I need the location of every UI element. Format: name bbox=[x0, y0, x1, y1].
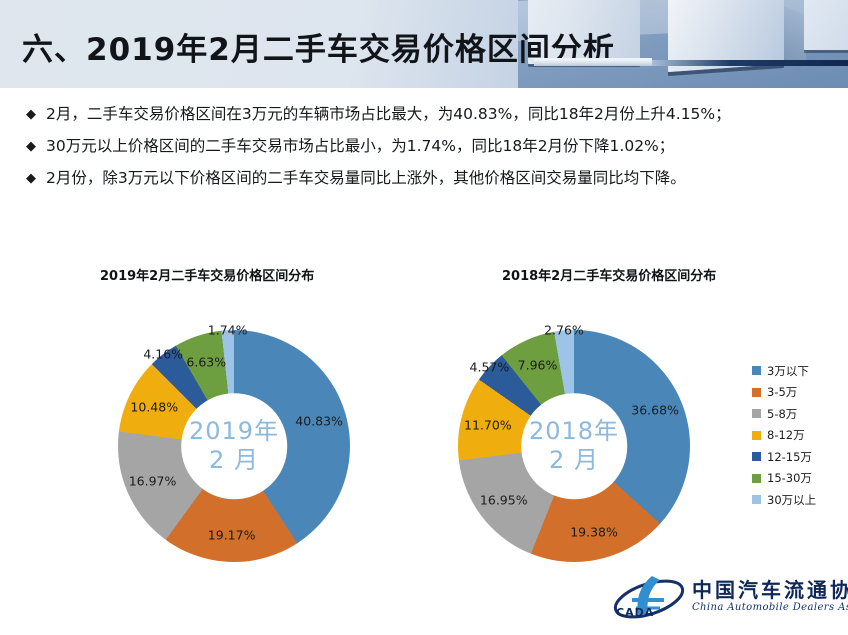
slice-label: 1.74% bbox=[207, 322, 248, 338]
bullet-text: 2月份，除3万元以下价格区间的二手车交易量同比上涨外，其他价格区间交易量同比均下… bbox=[46, 169, 686, 187]
slice-label: 16.95% bbox=[479, 492, 528, 508]
legend-item-0[interactable]: 3万以下 bbox=[752, 360, 816, 382]
donut-center-month: 2 月 bbox=[549, 445, 599, 474]
legend-swatch-icon bbox=[752, 366, 761, 376]
title-underline bbox=[534, 58, 652, 66]
donut-center-label: 2018年 2 月 bbox=[521, 393, 627, 499]
bullet-list: ◆ 2月，二手车交易价格区间在3万元的车辆市场占比最大，为40.83%，同比18… bbox=[26, 104, 826, 200]
slice-label: 6.63% bbox=[186, 354, 227, 370]
donut-center-label: 2019年 2 月 bbox=[181, 393, 287, 499]
diamond-bullet-icon: ◆ bbox=[26, 106, 36, 121]
donut-center-year: 2019年 bbox=[188, 417, 280, 446]
legend-item-1[interactable]: 3-5万 bbox=[752, 382, 816, 404]
legend-label: 3万以下 bbox=[767, 363, 809, 378]
legend-item-4[interactable]: 12-15万 bbox=[752, 446, 816, 468]
diamond-bullet-icon: ◆ bbox=[26, 138, 36, 153]
slice-label: 4.57% bbox=[469, 359, 510, 375]
legend-swatch-icon bbox=[752, 473, 761, 483]
cada-name-cn: 中国汽车流通协会 bbox=[692, 578, 848, 602]
legend-label: 8-12万 bbox=[767, 428, 805, 443]
legend-swatch-icon bbox=[752, 495, 761, 505]
chart-title-2019: 2019年2月二手车交易价格区间分布 bbox=[100, 269, 315, 284]
legend-label: 12-15万 bbox=[767, 449, 812, 464]
slice-label: 4.16% bbox=[143, 346, 184, 362]
cada-emblem-icon bbox=[613, 576, 685, 619]
bullet-text: 2月，二手车交易价格区间在3万元的车辆市场占比最大，为40.83%，同比18年2… bbox=[46, 105, 731, 123]
legend-label: 3-5万 bbox=[767, 385, 798, 400]
decorative-cube bbox=[528, 0, 640, 64]
donut-center-year: 2018年 bbox=[528, 417, 620, 446]
legend-swatch-icon bbox=[752, 452, 761, 462]
donut-chart-2018: 2018年 2 月 36.68% 19.38% 16.95% 11.70% 4.57% 7… bbox=[458, 323, 690, 562]
donut-chart-2019: 2019年 2 月 40.83% 19.17% 16.97% 10.48% 4.16% 6… bbox=[118, 323, 350, 562]
list-item: ◆ 2月，二手车交易价格区间在3万元的车辆市场占比最大，为40.83%，同比18… bbox=[26, 104, 826, 124]
title-underline-accent bbox=[652, 60, 848, 66]
decorative-cube bbox=[804, 0, 848, 50]
legend-item-2[interactable]: 5-8万 bbox=[752, 403, 816, 425]
chart-title-2018: 2018年2月二手车交易价格区间分布 bbox=[502, 269, 717, 284]
legend-swatch-icon bbox=[752, 409, 761, 419]
slice-label: 7.96% bbox=[517, 357, 558, 373]
legend-swatch-icon bbox=[752, 387, 761, 397]
donut-center-month: 2 月 bbox=[209, 445, 259, 474]
slice-label: 19.38% bbox=[570, 524, 618, 540]
bullet-text: 30万元以上价格区间的二手车交易市场占比最小，为1.74%，同比18年2月份下降… bbox=[46, 137, 675, 155]
header-decorative-cubes bbox=[518, 0, 848, 88]
slice-label: 10.48% bbox=[130, 399, 179, 415]
list-item: ◆ 30万元以上价格区间的二手车交易市场占比最小，为1.74%，同比18年2月份… bbox=[26, 136, 826, 156]
slice-label: 40.83% bbox=[295, 413, 343, 429]
slice-label: 36.68% bbox=[631, 402, 679, 418]
legend-label: 30万以上 bbox=[767, 492, 817, 507]
legend-swatch-icon bbox=[752, 430, 761, 440]
diamond-bullet-icon: ◆ bbox=[26, 170, 36, 185]
chart-legend: 3万以下 3-5万 5-8万 8-12万 12-15万 15-30万 30万以上 bbox=[752, 360, 816, 511]
legend-item-6[interactable]: 30万以上 bbox=[752, 489, 816, 511]
slice-label: 2.76% bbox=[544, 322, 584, 338]
cada-abbr: CADA bbox=[616, 606, 655, 619]
legend-label: 15-30万 bbox=[767, 471, 812, 486]
slice-label: 16.97% bbox=[128, 473, 177, 489]
cada-logo: CADA 中国汽车流通协会 China Automobile Dealers A… bbox=[612, 572, 848, 630]
page-title: 六、2019年2月二手车交易价格区间分析 bbox=[22, 32, 615, 68]
list-item: ◆ 2月份，除3万元以下价格区间的二手车交易量同比上涨外，其他价格区间交易量同比… bbox=[26, 168, 826, 188]
legend-item-5[interactable]: 15-30万 bbox=[752, 468, 816, 490]
legend-label: 5-8万 bbox=[767, 406, 798, 421]
page-header: 六、2019年2月二手车交易价格区间分析 bbox=[0, 0, 848, 88]
slice-label: 19.17% bbox=[207, 527, 256, 543]
legend-item-3[interactable]: 8-12万 bbox=[752, 425, 816, 447]
slice-label: 11.70% bbox=[464, 417, 512, 433]
cada-name-en: China Automobile Dealers Association bbox=[692, 602, 848, 613]
